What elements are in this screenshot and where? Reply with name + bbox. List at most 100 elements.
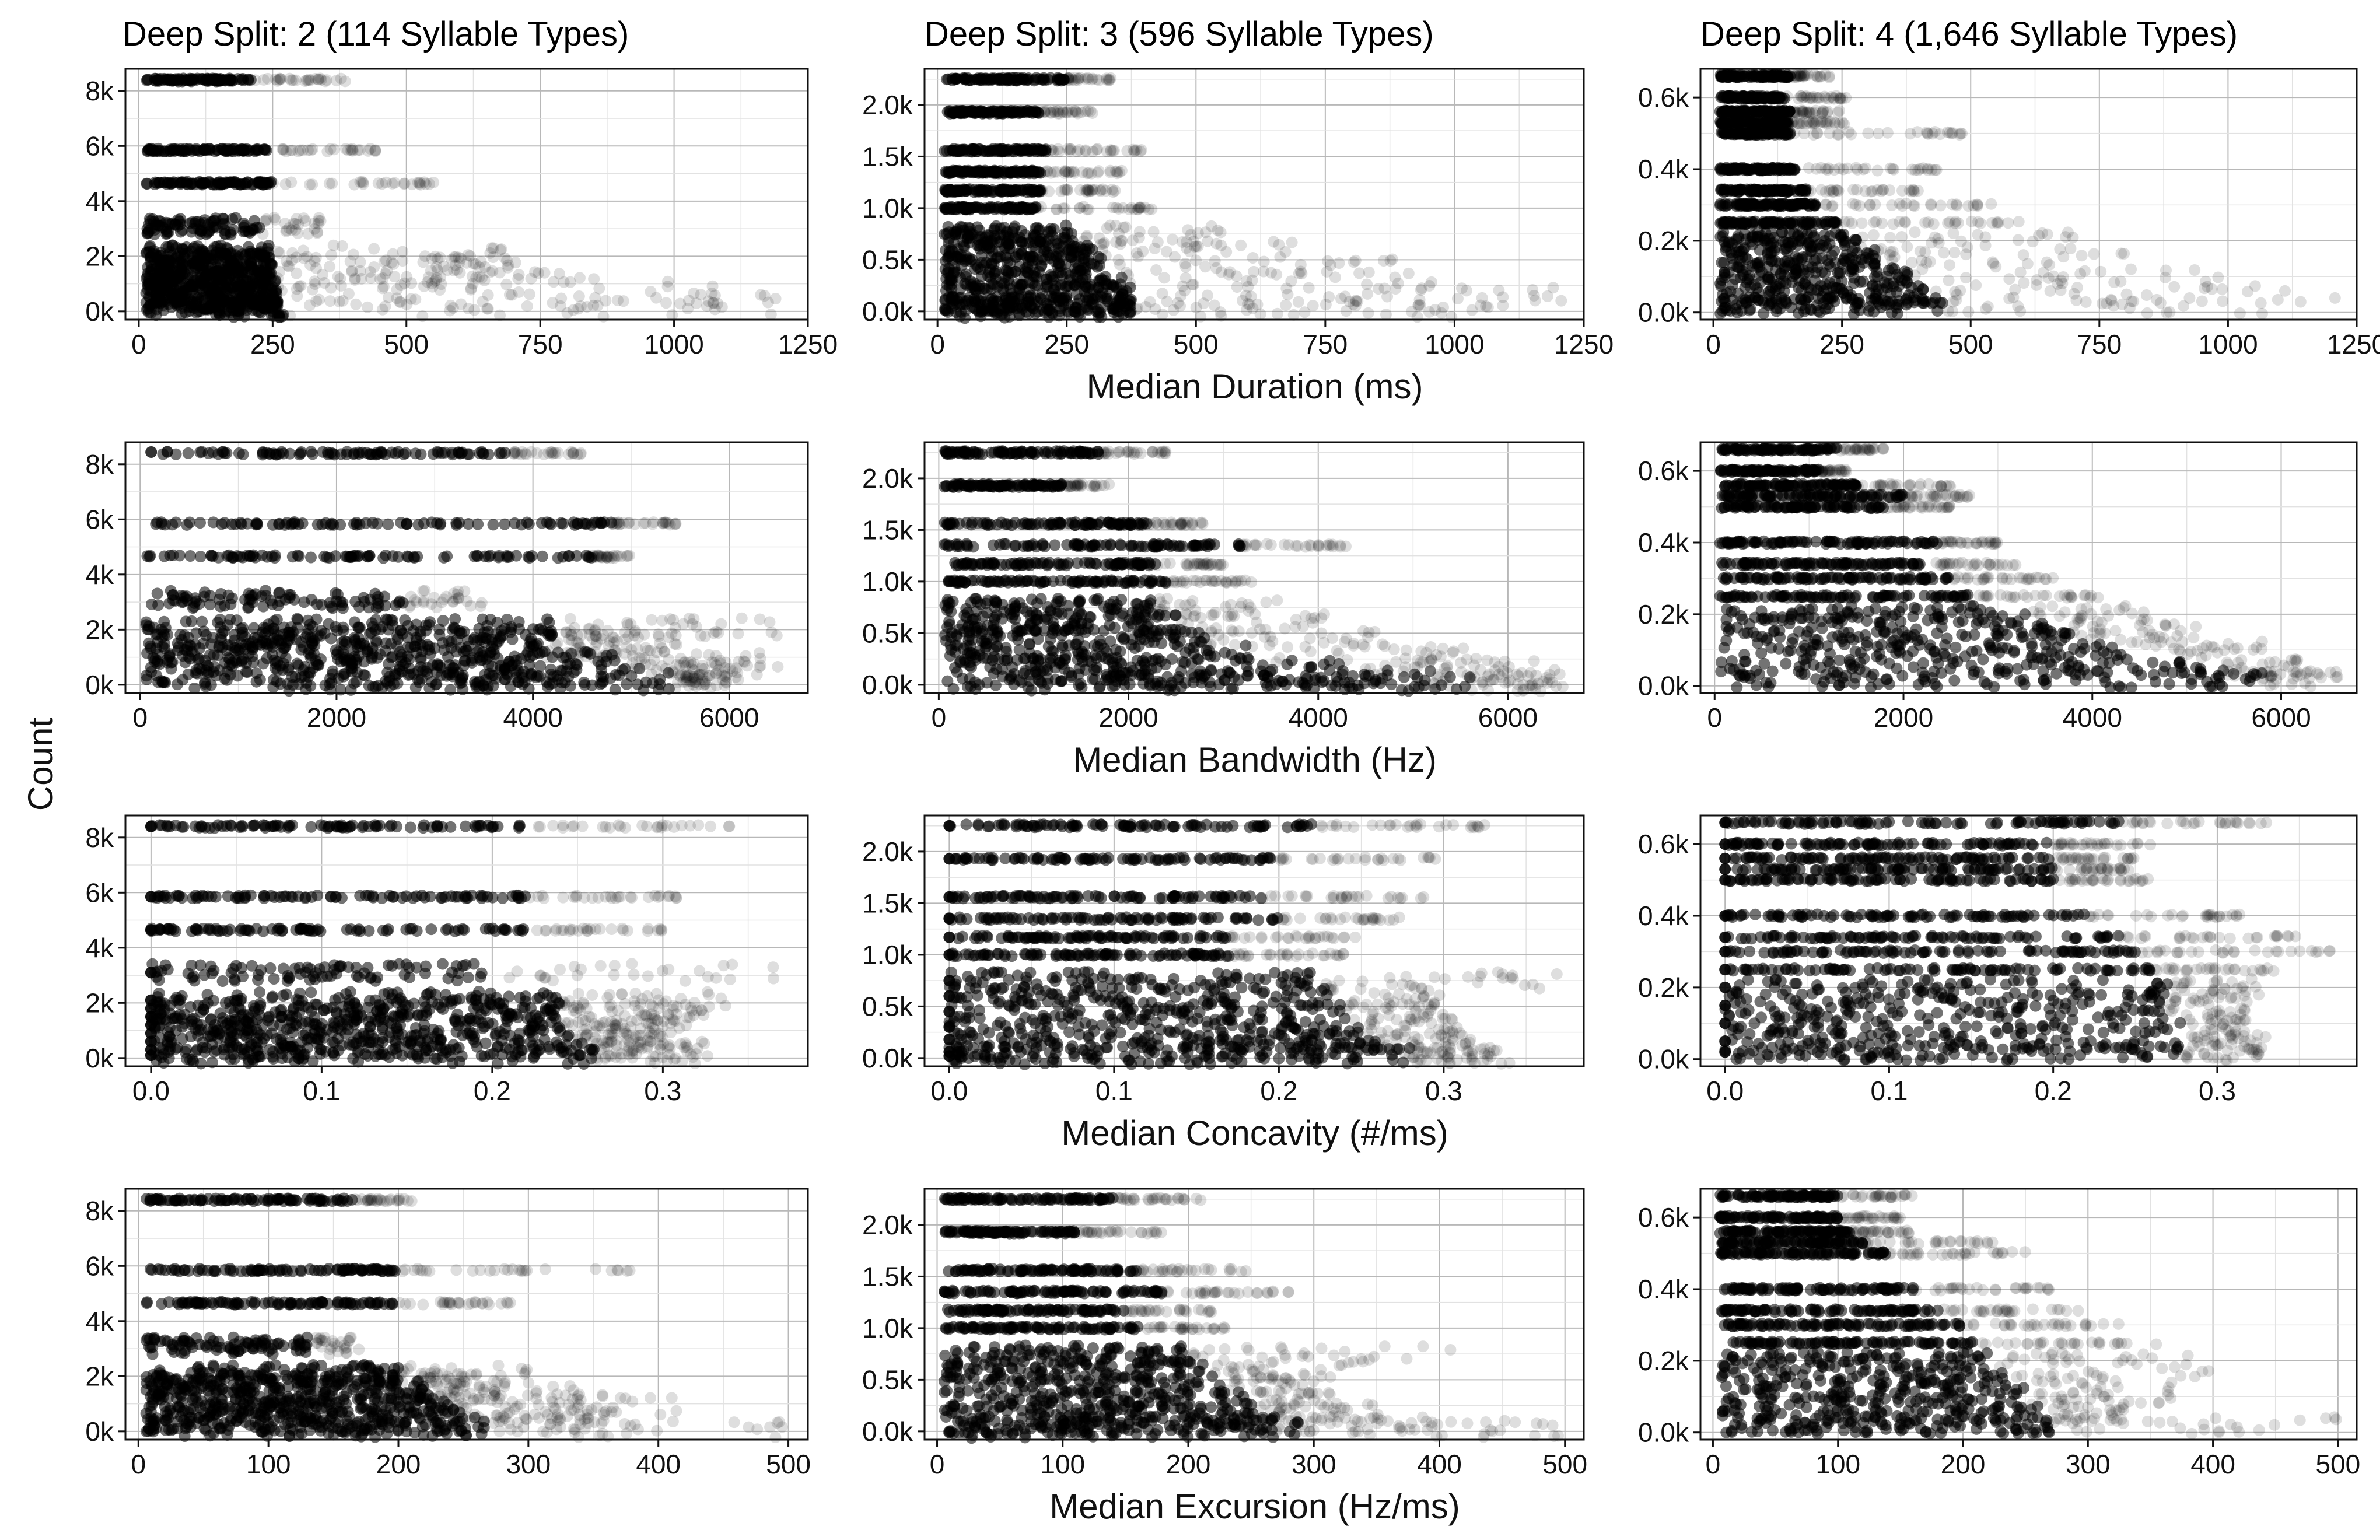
data-point bbox=[1320, 299, 1332, 311]
data-point bbox=[1900, 293, 1912, 306]
data-point bbox=[1208, 299, 1220, 312]
data-point bbox=[369, 144, 382, 156]
y-tick-label: 0.0k bbox=[862, 296, 914, 327]
data-point bbox=[251, 143, 264, 155]
data-point bbox=[1896, 184, 1909, 197]
data-point bbox=[2294, 296, 2306, 308]
data-point bbox=[992, 166, 1004, 178]
data-point bbox=[1133, 232, 1145, 244]
data-point bbox=[674, 298, 687, 310]
data-point bbox=[1714, 307, 1727, 320]
data-point bbox=[1811, 127, 1824, 139]
data-point bbox=[2002, 217, 2014, 229]
data-point bbox=[1819, 92, 1832, 104]
data-point bbox=[216, 218, 229, 230]
data-point bbox=[1027, 143, 1039, 155]
data-point bbox=[1756, 294, 1768, 306]
data-point bbox=[382, 518, 394, 530]
data-point bbox=[326, 177, 338, 190]
data-point bbox=[1840, 293, 1853, 305]
data-point bbox=[1979, 231, 1992, 243]
data-point bbox=[319, 75, 331, 88]
data-point bbox=[2140, 289, 2152, 302]
x-tick-label: 750 bbox=[1303, 329, 1348, 359]
data-point bbox=[150, 303, 163, 316]
data-point bbox=[1237, 295, 1249, 307]
data-point bbox=[1035, 201, 1047, 213]
data-point bbox=[1815, 279, 1827, 292]
data-point bbox=[350, 298, 362, 310]
data-point bbox=[216, 177, 229, 190]
data-point bbox=[1745, 116, 1758, 128]
data-point bbox=[1101, 74, 1113, 86]
data-point bbox=[959, 165, 971, 177]
data-point bbox=[536, 517, 548, 529]
data-point bbox=[306, 143, 318, 155]
data-point bbox=[1021, 251, 1033, 264]
data-point bbox=[1079, 243, 1091, 256]
data-point bbox=[2012, 234, 2024, 246]
data-point bbox=[1082, 304, 1094, 316]
data-point bbox=[2044, 285, 2056, 297]
data-point bbox=[1035, 184, 1048, 197]
data-point bbox=[1014, 236, 1027, 248]
data-point bbox=[294, 144, 306, 156]
data-point bbox=[1137, 245, 1149, 257]
y-tick-label: 6k bbox=[85, 131, 114, 161]
data-point bbox=[1867, 229, 1880, 241]
data-point bbox=[966, 253, 978, 265]
data-point bbox=[957, 201, 969, 213]
data-point bbox=[946, 144, 958, 156]
data-point bbox=[1909, 226, 1921, 239]
data-point bbox=[364, 143, 376, 155]
data-point bbox=[2329, 292, 2341, 304]
data-point bbox=[395, 516, 407, 528]
data-point bbox=[1907, 184, 1919, 196]
data-point bbox=[996, 184, 1008, 196]
data-point bbox=[980, 257, 992, 269]
data-point bbox=[1982, 300, 1994, 313]
data-point bbox=[2037, 267, 2049, 279]
data-point bbox=[337, 295, 349, 307]
x-tick-label: 750 bbox=[518, 329, 563, 359]
data-point bbox=[321, 74, 333, 86]
y-tick-label: 8k bbox=[85, 76, 114, 106]
data-points bbox=[140, 72, 782, 324]
data-point bbox=[996, 202, 1008, 215]
data-point bbox=[1303, 282, 1315, 294]
data-point bbox=[475, 256, 487, 268]
data-point bbox=[345, 144, 357, 156]
data-point bbox=[595, 517, 607, 529]
data-point bbox=[1012, 143, 1024, 155]
data-point bbox=[1770, 302, 1783, 314]
data-point bbox=[1051, 204, 1063, 216]
data-point bbox=[1006, 107, 1018, 119]
data-point bbox=[244, 256, 256, 268]
data-point bbox=[335, 72, 347, 85]
data-point bbox=[1086, 167, 1098, 180]
data-point bbox=[267, 177, 279, 190]
data-point bbox=[959, 312, 971, 324]
data-point bbox=[302, 74, 314, 86]
data-point bbox=[1901, 241, 1913, 253]
data-point bbox=[1247, 251, 1259, 264]
data-point bbox=[948, 107, 960, 120]
x-tick-label: 500 bbox=[384, 329, 429, 359]
data-point bbox=[312, 73, 324, 85]
data-point bbox=[1273, 239, 1285, 251]
data-point bbox=[597, 310, 610, 323]
data-point bbox=[1380, 309, 1392, 321]
data-point bbox=[306, 284, 318, 296]
xlabel-excursion: Median Excursion (Hz/ms) bbox=[1049, 1487, 1460, 1526]
data-point bbox=[346, 143, 359, 155]
data-point bbox=[1881, 127, 1894, 139]
data-point bbox=[362, 145, 374, 157]
data-point bbox=[430, 261, 443, 273]
data-point bbox=[1835, 230, 1847, 242]
data-point bbox=[286, 144, 299, 156]
data-point bbox=[325, 447, 337, 459]
data-point bbox=[1929, 231, 1941, 243]
data-point bbox=[1962, 306, 1975, 318]
data-point bbox=[1888, 163, 1900, 176]
data-point bbox=[1117, 202, 1129, 214]
